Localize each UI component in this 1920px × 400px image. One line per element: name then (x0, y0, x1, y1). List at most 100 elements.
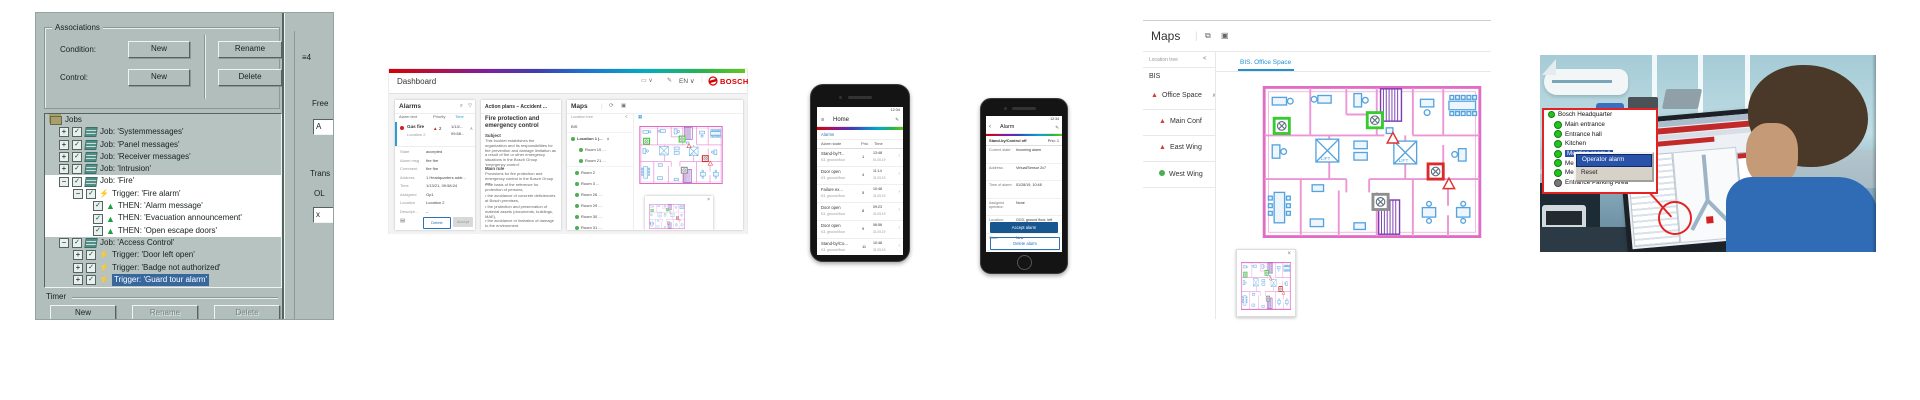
home-button[interactable] (1017, 255, 1032, 270)
sidebar-item-office-space[interactable]: ▲Office Space ∧ (1151, 92, 1216, 99)
alarm-list-item[interactable]: Door open K3, ground floor 4 11:14 31.05.19 › (817, 167, 903, 185)
expander-icon[interactable]: + (59, 164, 69, 175)
accept-alarm-button[interactable]: Accept alarm (990, 222, 1058, 233)
free-input[interactable]: A (313, 119, 333, 135)
sidebar-item-west-wing[interactable]: West Wing (1159, 170, 1203, 178)
alarm-list-item[interactable]: Stand-by/T... K3, ground floor 1 13:48 01.06… (817, 149, 903, 167)
checkbox[interactable]: ✓ (93, 213, 103, 224)
tree-row-trigger[interactable]: − ✓ ⚡ Trigger: 'Fire alarm' (45, 187, 281, 201)
floorplan-main[interactable] (1262, 86, 1482, 238)
panel-icon[interactable]: ▣ (621, 103, 627, 109)
tree-item[interactable]: Room 26 ... (567, 189, 633, 200)
tree-parent[interactable]: Location 1 |... ∧ (567, 133, 633, 144)
back-icon[interactable]: ‹ (989, 124, 991, 130)
delete-alarm-button[interactable]: Delete (423, 217, 451, 229)
alarm-list-item[interactable]: Stand-by/Co... K3, ground floor 11 10:48 31.… (817, 239, 903, 256)
col-alarm-text[interactable]: Alarm text (399, 114, 418, 119)
checkbox[interactable]: ✓ (72, 152, 82, 163)
tree-row[interactable]: + ✓ Job: 'Intrusion' (45, 163, 281, 175)
tree-row-trigger-selected[interactable]: + ✓ ⚡ Trigger: 'Guard tour alarm' (45, 273, 281, 287)
tab-bis-office-space[interactable]: BIS. Office Space (1240, 59, 1292, 66)
expander-icon[interactable]: + (73, 250, 83, 261)
tree-row-jobs[interactable]: Jobs (45, 114, 281, 126)
col-time[interactable]: Time (874, 140, 883, 146)
language-select[interactable]: EN ∨ (679, 77, 695, 85)
floorplan-thumbnail[interactable] (639, 126, 723, 184)
map-popup[interactable]: × (645, 196, 713, 230)
control-new-button[interactable]: New (128, 69, 190, 86)
edit-icon[interactable]: ✎ (895, 117, 899, 122)
tree-row-then[interactable]: ✓ ▲ THEN: 'Alarm message' (45, 200, 281, 213)
popout-icon[interactable]: ⧉ (1205, 31, 1211, 40)
checkbox[interactable]: ✓ (86, 250, 96, 261)
delete-alarm-button[interactable]: Delete alarm (990, 237, 1060, 250)
menu-icon[interactable]: ≡ (821, 117, 825, 123)
expander-icon[interactable]: + (59, 139, 69, 150)
popup-item[interactable]: Main entrance (1544, 120, 1656, 130)
tree-row[interactable]: + ✓ Job: 'Panel messages' (45, 139, 281, 151)
tab-alarms[interactable]: Alarms (817, 130, 903, 140)
expander-icon[interactable]: + (59, 127, 69, 138)
expander-icon[interactable]: + (73, 262, 83, 273)
checkbox[interactable]: ✓ (86, 262, 96, 273)
checkbox[interactable]: ✓ (72, 176, 82, 187)
popup-item[interactable]: Bosch Headquarter (1544, 110, 1656, 120)
col-alarm-state[interactable]: Alarm state (821, 140, 842, 146)
expander-icon[interactable]: + (73, 275, 83, 285)
ol-input[interactable]: x (313, 207, 333, 223)
collapse-icon[interactable]: ∧ (469, 126, 473, 131)
expander-icon[interactable]: − (59, 176, 69, 187)
tree-item[interactable]: Room 2 (567, 167, 633, 178)
alarm-row[interactable]: Gas fire Location 2 ▲ 2 1/13/... 09:58..… (395, 122, 475, 147)
popup-item[interactable]: Entrance hall (1544, 129, 1656, 139)
checkbox[interactable]: ✓ (93, 201, 103, 212)
delete-button[interactable]: Delete (218, 69, 282, 86)
alarm-list-item[interactable]: Door open K3, ground floor 8 09:23 31.05.19 › (817, 203, 903, 221)
condition-new-button[interactable]: New (128, 41, 190, 58)
tree-row-then[interactable]: ✓ ▲ THEN: 'Evacuation announcement' (45, 212, 281, 225)
checkbox[interactable]: ✓ (86, 188, 96, 199)
tree-row[interactable]: + ✓ Job: 'Systemmessages' (45, 126, 281, 138)
tree-item[interactable]: Room 29 ... (567, 200, 633, 211)
menu-item-reset[interactable]: Reset (1581, 169, 1598, 176)
tree-row-job-fire[interactable]: − ✓ Job: 'Fire' (45, 175, 281, 188)
filter-icon[interactable]: ▽ (468, 103, 472, 109)
expander-icon[interactable]: − (73, 188, 83, 199)
tree-root-bis[interactable]: BIS (1149, 73, 1161, 80)
expander-icon[interactable]: − (59, 238, 69, 249)
panel-icon[interactable]: ▣ (1221, 31, 1229, 40)
menu-item-operator-alarm[interactable]: Operator alarm (1576, 154, 1652, 167)
checkbox[interactable]: ✓ (72, 139, 82, 150)
edit-icon[interactable]: ✎ (667, 78, 673, 84)
checkbox[interactable]: ✓ (72, 238, 82, 249)
checkbox[interactable]: ✓ (86, 275, 96, 285)
popup-item[interactable]: Entrance Parking Area (1544, 178, 1656, 188)
search-icon[interactable]: ⌕ (459, 103, 463, 109)
grid-icon[interactable]: ▦ (638, 114, 643, 119)
document-icon[interactable]: ▤ (400, 218, 406, 224)
overview-popup[interactable]: × (1236, 249, 1296, 317)
checkbox[interactable]: ✓ (72, 127, 82, 138)
sidebar-item-main-conf[interactable]: ▲ Main Conf (1159, 118, 1202, 125)
alarm-list-item[interactable]: Failure ex... K3, ground floor 5 10:48 31.05… (817, 185, 903, 203)
tree-item[interactable]: Room 21 ... (567, 155, 633, 167)
alarm-list-item[interactable]: Door open K3, ground floor 9 06:56 31.05.19 › (817, 221, 903, 239)
col-time[interactable]: Time (455, 114, 464, 119)
tree-row-trigger[interactable]: + ✓ ⚡ Trigger: 'Badge not authorized' (45, 262, 281, 274)
checkbox[interactable]: ✓ (72, 164, 82, 175)
tree-row-then[interactable]: ✓ ▲ THEN: 'Open escape doors' (45, 224, 281, 237)
col-prio[interactable]: Prio (861, 140, 869, 146)
tree-row-job-access[interactable]: − ✓ Job: 'Access Control' (45, 237, 281, 249)
expander-icon[interactable]: + (59, 152, 69, 163)
accept-alarm-button[interactable]: Accept (453, 217, 473, 227)
close-icon[interactable]: × (707, 197, 710, 203)
tree-item[interactable]: Room 3 ... (567, 178, 633, 189)
timer-delete-button[interactable]: Delete (214, 305, 280, 319)
edit-icon[interactable]: ✎ (1055, 125, 1059, 130)
jobs-tree[interactable]: Jobs + ✓ Job: 'Systemmessages' + ✓ Job: 'Pan… (44, 113, 282, 288)
rename-button[interactable]: Rename (218, 41, 282, 58)
tree-item[interactable]: Room 31 ... (567, 222, 633, 230)
chat-icon[interactable]: ▭ ∨ (641, 78, 653, 84)
collapse-tree-icon[interactable]: < (625, 114, 628, 119)
collapse-sidebar-icon[interactable]: < (1203, 56, 1207, 62)
